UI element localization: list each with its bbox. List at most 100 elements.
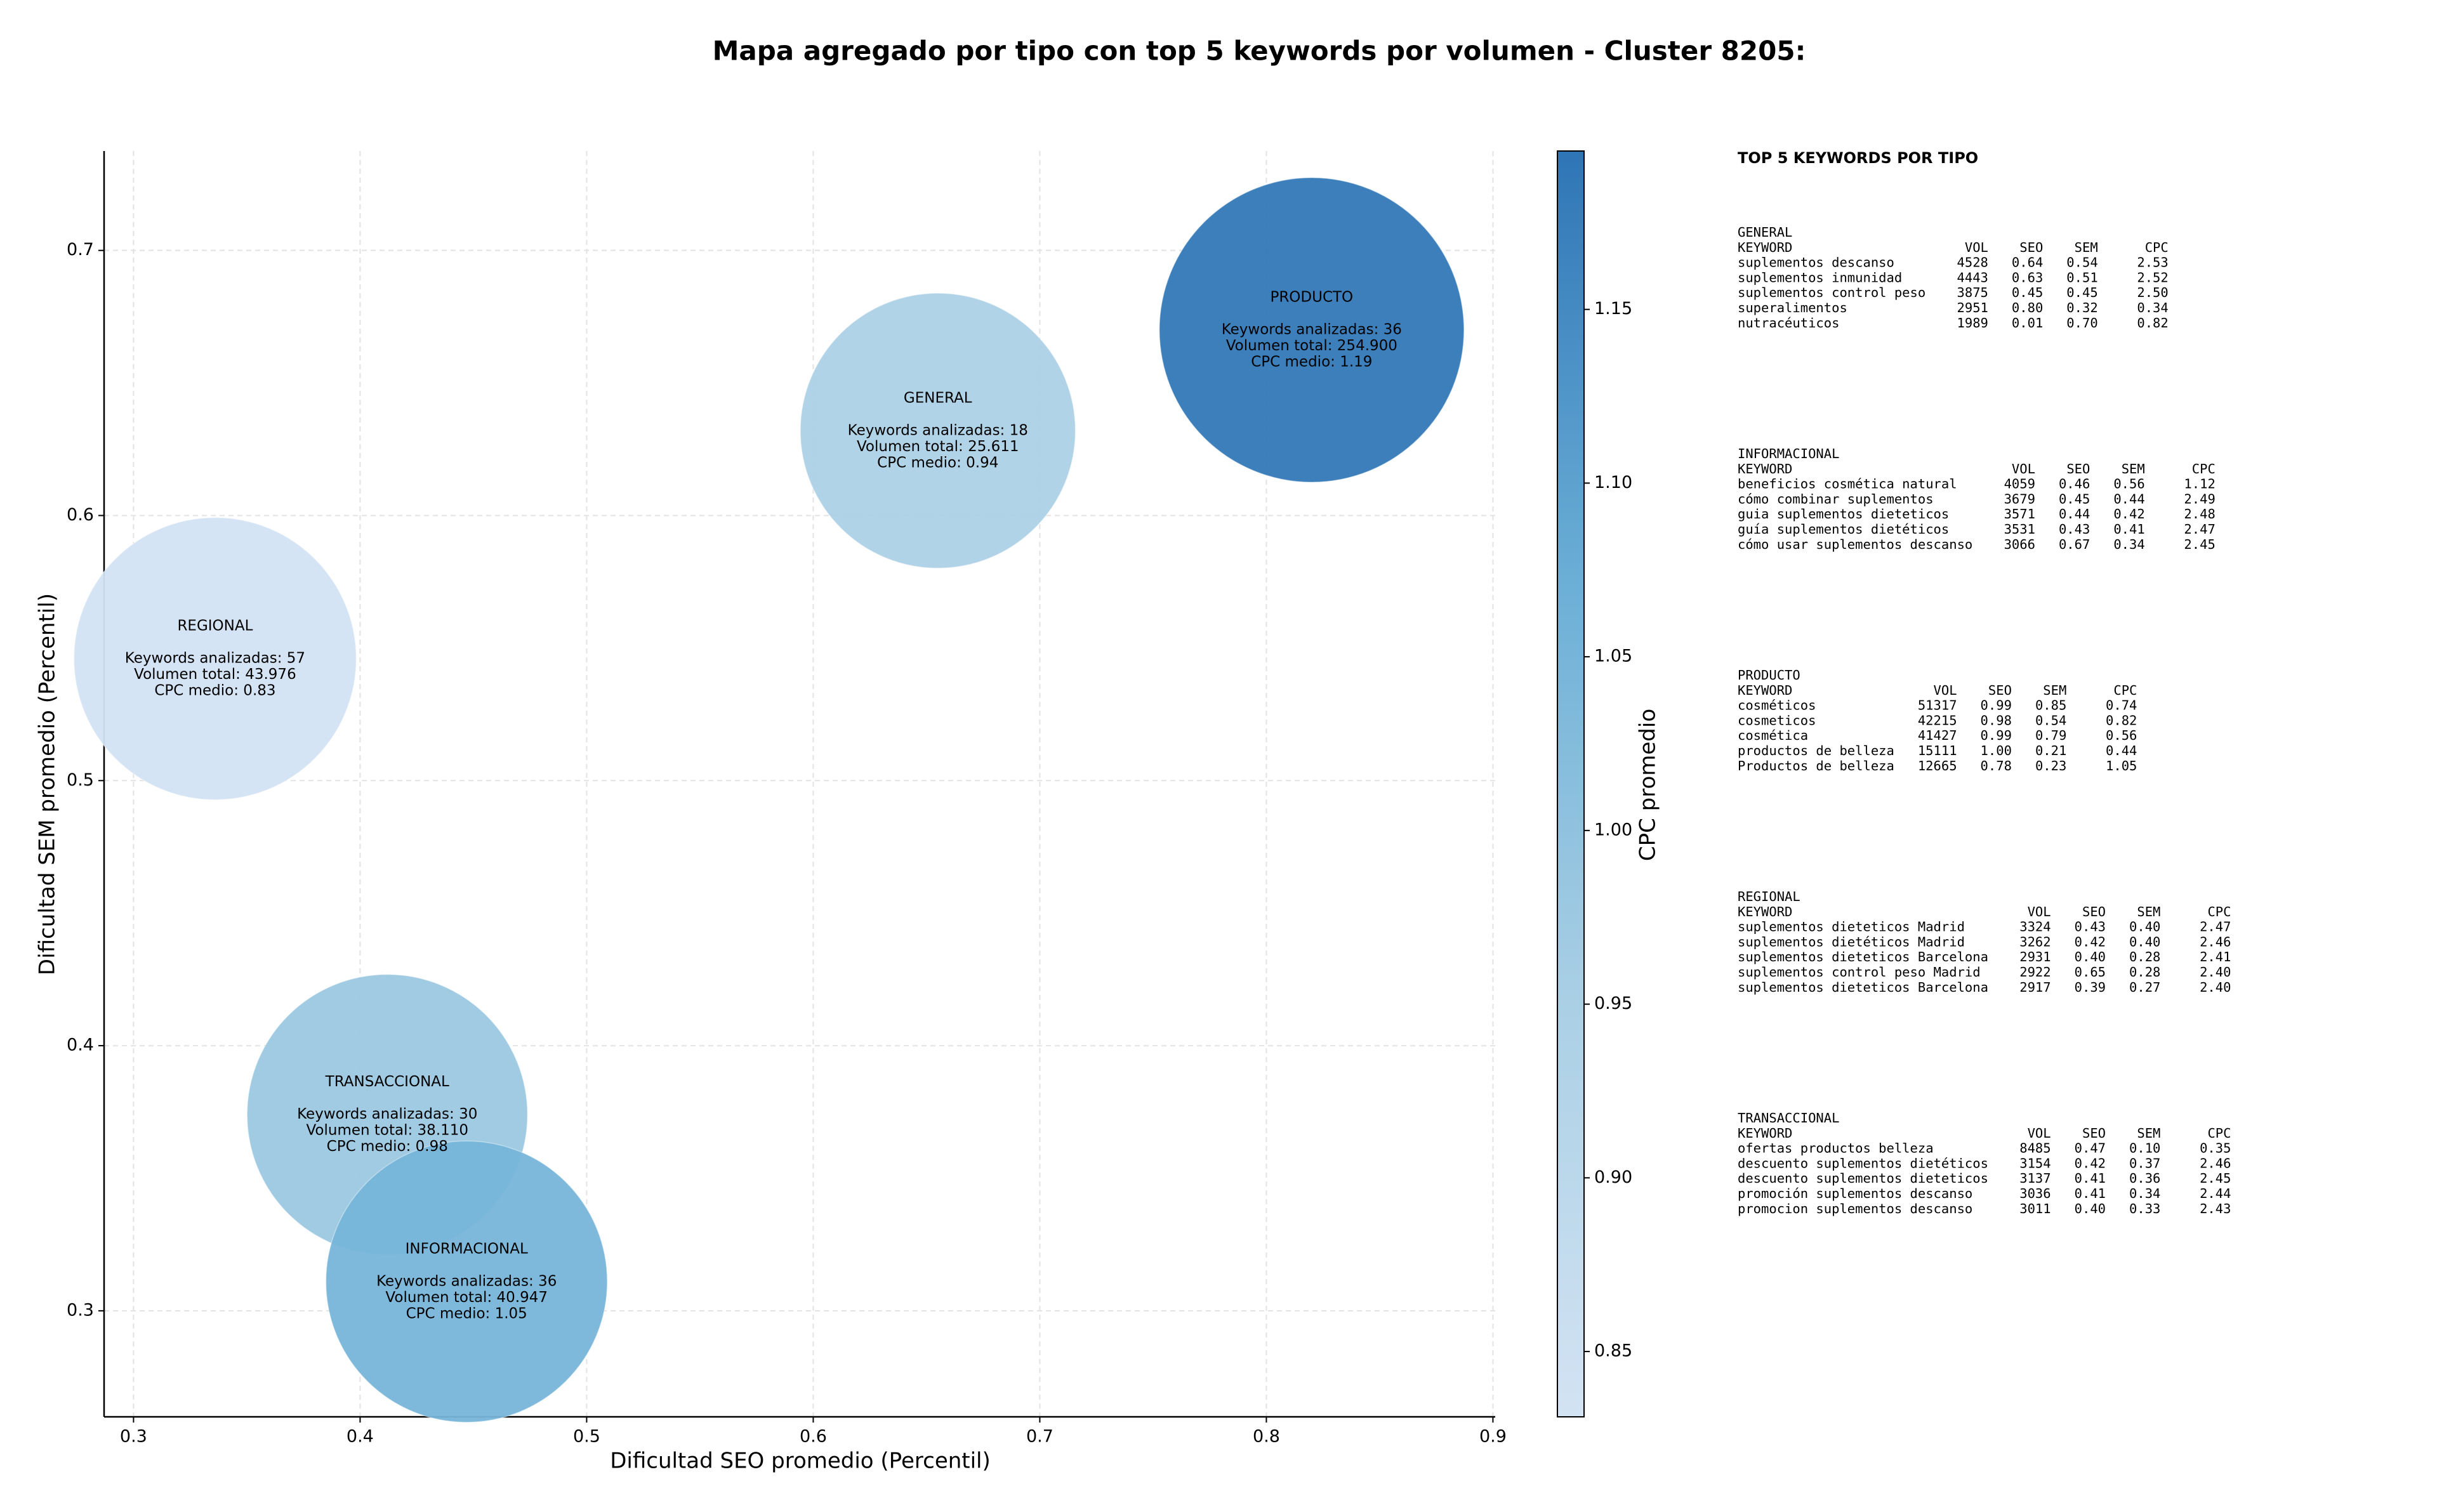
table-cell: 3066 [2004,537,2035,552]
table-cell: 2.46 [2200,934,2231,949]
table-cell: 4443 [1957,270,1988,285]
table-cell: 0.40 [2075,949,2106,964]
table-cell: beneficios cosmética natural [1738,477,1957,492]
colorbar-tick-label: 1.05 [1594,647,1632,666]
table-cell: 2.48 [2184,506,2215,522]
table-cell: 0.54 [2066,255,2097,270]
table-cell: suplementos dieteticos Madrid [1738,919,1965,935]
table-header: VOL [2028,904,2051,919]
table-cell: suplementos dieteticos Barcelona [1738,949,1988,964]
colorbar [1557,150,1585,1417]
table-cell: 2.50 [2137,285,2168,300]
table-cell: 4059 [2004,477,2035,492]
table-cell: 2.40 [2200,980,2231,995]
y-tick-label: 0.3 [67,1300,94,1320]
table-cell: descuento suplementos dietéticos [1738,1155,1988,1171]
table-cell: suplementos control peso [1738,285,1925,300]
table-cell: 0.41 [2075,1186,2106,1201]
table-cell: 2.46 [2200,1155,2231,1171]
table-cell: 0.40 [2129,919,2160,935]
y-axis-label: Dificultad SEM promedio (Percentil) [35,593,60,975]
table-cell: 0.45 [2012,285,2043,300]
table-cell: 1.05 [2106,758,2137,773]
bubble-label: Keywords analizadas: 36 [1222,322,1402,338]
table-header: KEYWORD [1738,461,1792,477]
table-cell: 0.28 [2129,949,2160,964]
table-cell: suplementos inmunidad [1738,270,1902,285]
table-cell: 0.43 [2059,522,2090,537]
bubble-label: CPC medio: 0.83 [154,683,275,699]
table-cell: ofertas productos belleza [1738,1141,1934,1156]
x-axis-label: Dificultad SEO promedio (Percentil) [610,1449,991,1474]
colorbar-tick-label: 0.90 [1594,1167,1632,1187]
table-cell: 12665 [1918,758,1957,773]
table-cell: 2.49 [2184,491,2215,506]
table-header: SEO [2019,240,2043,255]
table-cell: 2.43 [2200,1201,2231,1216]
table-cell: 2.52 [2137,270,2168,285]
bubble-name: GENERAL [904,390,972,406]
table-cell: 0.23 [2035,758,2066,773]
table-cell: 0.56 [2106,728,2137,743]
table-cell: descuento suplementos dieteticos [1738,1171,1988,1186]
table-cell: Productos de belleza [1738,758,1894,773]
table-cell: 0.82 [2106,713,2137,728]
table-cell: 3262 [2019,934,2051,949]
table-cell: 0.45 [2066,285,2097,300]
group-name: TRANSACCIONAL [1738,1110,1839,1126]
group-name: GENERAL [1738,225,1792,240]
table-cell: 8485 [2019,1141,2051,1156]
table-header: VOL [1965,240,1988,255]
table-cell: 42215 [1918,713,1957,728]
table-cell: nutracéuticos [1738,315,1839,331]
table-cell: 0.74 [2106,698,2137,713]
table-cell: 0.78 [1981,758,2012,773]
table-cell: productos de belleza [1738,743,1894,758]
table-cell: promoción suplementos descanso [1738,1186,1972,1201]
table-cell: 0.54 [2035,713,2066,728]
y-tick-label: 0.4 [67,1035,94,1055]
table-cell: 3679 [2004,491,2035,506]
table-cell: 0.34 [2137,300,2168,315]
table-cell: 0.42 [2075,934,2106,949]
x-tick-label: 0.9 [1479,1427,1507,1447]
x-tick-label: 0.5 [573,1427,600,1447]
table-cell: superalimentos [1738,300,1847,315]
table-header: SEO [2082,1126,2106,1141]
table-cell: 3011 [2019,1201,2051,1216]
table-header: SEM [2075,240,2098,255]
table-cell: 2917 [2019,980,2051,995]
bubble-label: Volumen total: 25.611 [857,438,1019,455]
table-cell: 0.65 [2075,964,2106,980]
colorbar-tick-label: 1.10 [1594,473,1632,492]
group-name: INFORMACIONAL [1738,446,1839,461]
table-cell: 0.44 [2106,743,2137,758]
table-cell: 2931 [2019,949,2051,964]
colorbar-tick-label: 0.95 [1594,994,1632,1013]
table-cell: 2951 [1957,300,1988,315]
table-cell: 2.47 [2200,919,2231,935]
table-cell: cómo combinar suplementos [1738,491,1934,506]
table-cell: 0.63 [2012,270,2043,285]
bubble-label: Keywords analizadas: 30 [297,1106,477,1122]
bubble-name: REGIONAL [177,618,253,634]
colorbar-tick-label: 0.85 [1594,1341,1632,1361]
x-tick-label: 0.7 [1026,1427,1053,1447]
table-cell: 1.12 [2184,477,2215,492]
table-cell: 3137 [2019,1171,2051,1186]
table-cell: cosméticos [1738,698,1816,713]
table-header: SEM [2122,461,2145,477]
table-cell: 0.35 [2200,1141,2231,1156]
table-cell: 0.42 [2113,506,2144,522]
x-tick-label: 0.4 [347,1427,374,1447]
bubble-name: PRODUCTO [1270,289,1353,306]
bubble-label: CPC medio: 0.98 [327,1138,448,1155]
x-tick-label: 0.3 [120,1427,147,1447]
table-cell: 15111 [1918,743,1957,758]
table-cell: 0.27 [2129,980,2160,995]
y-tick-label: 0.7 [67,240,94,260]
y-tick-label: 0.5 [67,770,94,790]
table-header: KEYWORD [1738,1126,1792,1141]
bubble-label: CPC medio: 0.94 [877,454,998,471]
table-cell: promocion suplementos descanso [1738,1201,1972,1216]
